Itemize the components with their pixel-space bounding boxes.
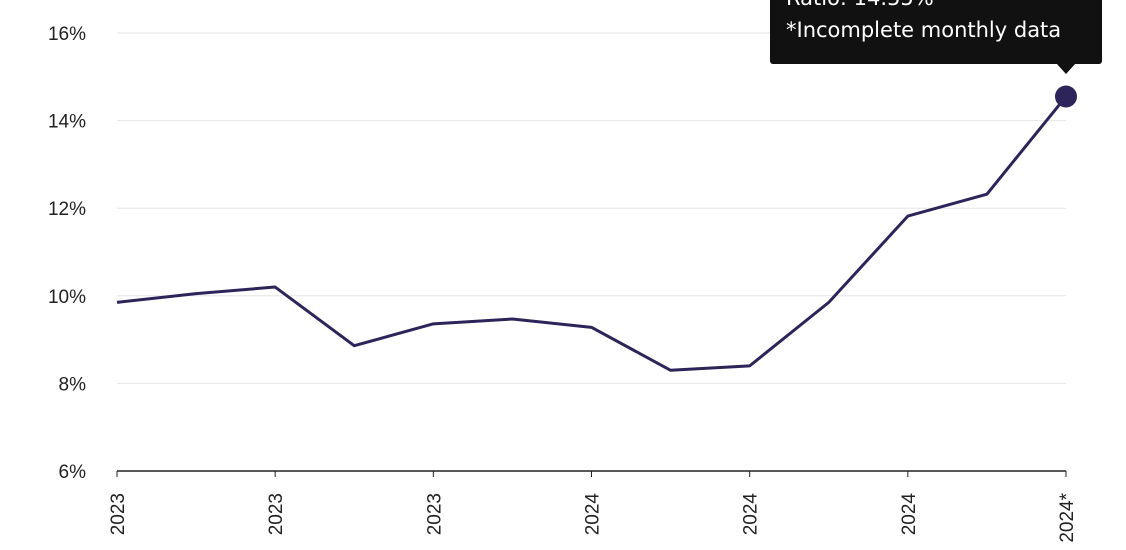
data-point[interactable] — [348, 340, 360, 352]
tooltip-ratio-label: Ratio: 14.55% — [786, 0, 1102, 14]
x-tick-label: 2023 — [424, 493, 445, 535]
y-tick-label: 12% — [48, 199, 86, 220]
series-line — [116, 95, 1068, 372]
x-tick-label: 2024 — [899, 493, 920, 536]
x-tick-label: 2024* — [1057, 492, 1078, 542]
y-tick-label: 8% — [59, 374, 87, 395]
data-point[interactable] — [269, 281, 281, 293]
y-tick-label: 10% — [48, 287, 86, 308]
data-point[interactable] — [586, 321, 598, 333]
data-points[interactable] — [111, 85, 1077, 377]
data-point[interactable] — [981, 188, 993, 200]
x-tick-label: 2023 — [266, 493, 287, 535]
gridlines — [117, 32, 1066, 384]
data-point[interactable] — [902, 210, 914, 222]
x-tick-label: 2024 — [741, 493, 762, 536]
y-tick-label: 16% — [48, 24, 86, 45]
x-tick-label: 2023 — [108, 493, 129, 535]
tooltip: Ratio: 14.55% *Incomplete monthly data — [770, 0, 1102, 64]
x-axis-ticks: 2023 2023 2023 2024 2024 2024 2024* — [108, 471, 1078, 543]
y-tick-label: 6% — [59, 462, 87, 483]
y-axis-ticks: 6% 8% 10% 12% 14% 16% — [48, 24, 86, 483]
x-tick-label: 2024 — [583, 493, 604, 536]
data-point[interactable] — [744, 360, 756, 372]
data-point[interactable] — [427, 318, 439, 330]
y-tick-label: 14% — [48, 112, 86, 133]
tooltip-note: *Incomplete monthly data — [786, 18, 1062, 42]
data-point[interactable] — [111, 296, 123, 308]
data-point[interactable] — [190, 288, 202, 300]
data-point[interactable] — [823, 296, 835, 308]
data-point[interactable] — [506, 313, 518, 325]
tooltip-arrow — [1056, 63, 1076, 74]
data-point[interactable] — [665, 364, 677, 376]
highlighted-point[interactable] — [1055, 85, 1077, 108]
